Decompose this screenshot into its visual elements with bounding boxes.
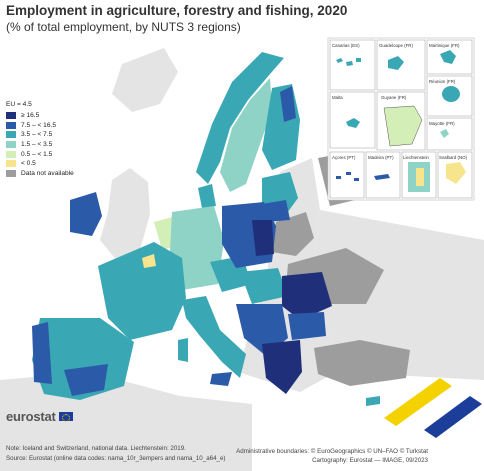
- inset-label-martinique: Martinique (FR): [429, 43, 460, 48]
- legend-item: Data not available: [6, 169, 74, 179]
- inset-guyane-territory: [383, 105, 423, 147]
- region-portugal: [32, 322, 52, 384]
- inset-label-guyane: Guyane (FR): [381, 95, 407, 100]
- legend-swatch: [6, 121, 16, 129]
- region-finland-north: [280, 86, 296, 122]
- legend-item: 3.5 – < 7.5: [6, 130, 74, 140]
- region-sardinia: [178, 338, 188, 362]
- region-france: [98, 242, 186, 340]
- inset-reunion-island: [442, 86, 460, 102]
- inset-label-madeira: Madeira (PT): [368, 155, 394, 160]
- inset-canarias-islands: [336, 58, 361, 66]
- legend-item: < 0.5: [6, 159, 74, 169]
- inset-label-svalbard: Svalbard (NO): [439, 155, 468, 160]
- legend-swatch: [6, 141, 16, 149]
- legend-label: Data not available: [21, 169, 74, 177]
- eurostat-logo: eurostat: [6, 409, 73, 424]
- legend-item: 7.5 – < 16.5: [6, 121, 74, 131]
- map-subtitle: (% of total employment, by NUTS 3 region…: [6, 20, 241, 34]
- inset-label-guadeloupe: Guadeloupe (FR): [379, 43, 413, 48]
- footnote-note: Note: Iceland and Switzerland, national …: [6, 445, 186, 452]
- region-italy: [182, 296, 246, 378]
- legend-label: < 0.5: [21, 160, 36, 168]
- legend-eu-value: EU = 4.5: [6, 101, 32, 108]
- inset-martinique-island: [440, 50, 456, 64]
- inset-label-mayotte: Mayotte (FR): [429, 121, 455, 126]
- region-ireland: [70, 192, 102, 236]
- credit-cartography: Cartography: Eurostat — IMAGE, 09/2023: [312, 457, 428, 464]
- region-sicily: [210, 372, 232, 386]
- legend-item: ≥ 16.5: [6, 111, 74, 121]
- region-norway: [196, 52, 284, 184]
- map-title: Employment in agriculture, forestry and …: [6, 3, 348, 18]
- inset-label-canarias: Canarias (ES): [332, 43, 360, 48]
- region-cyprus: [366, 396, 380, 406]
- inset-label-acores: Açores (PT): [332, 155, 356, 160]
- inset-panel: [327, 37, 475, 201]
- brand-name: eurostat: [6, 409, 56, 424]
- region-france-yellow: [142, 254, 156, 268]
- legend-label: 7.5 – < 16.5: [21, 121, 57, 129]
- region-romania: [282, 272, 332, 320]
- footnote-source: Source: Eurostat (online data codes: nam…: [6, 455, 226, 462]
- region-spain-south: [64, 364, 108, 396]
- region-denmark: [198, 184, 216, 208]
- region-greece: [262, 340, 302, 394]
- decorative-stripe-yellow: [384, 378, 452, 426]
- map-legend: EU = 4.5 ≥ 16.5 7.5 – < 16.5 3.5 – < 7.5…: [6, 101, 74, 178]
- inset-guadeloupe-island: [388, 56, 404, 70]
- inset-madeira-island: [374, 174, 390, 180]
- legend-swatch: [6, 150, 16, 158]
- inset-label-liechtenstein: Liechtenstein: [403, 155, 429, 160]
- region-germany: [170, 206, 224, 290]
- legend-swatch: [6, 160, 16, 168]
- legend-label: 3.5 – < 7.5: [21, 131, 53, 139]
- legend-label: 0.5 – < 1.5: [21, 150, 53, 158]
- land-greenland-iceland: [112, 48, 178, 112]
- region-bulgaria: [288, 312, 326, 340]
- inset-svalbard-islands: [446, 162, 466, 184]
- legend-label: 1.5 – < 3.5: [21, 141, 53, 149]
- region-iberia: [32, 318, 134, 400]
- inset-mayotte-island: [440, 129, 449, 138]
- region-sweden: [220, 78, 272, 192]
- land-east-2: [312, 210, 484, 380]
- inset-label-reunion: Réunion (FR): [429, 79, 456, 84]
- nodata-belarus: [272, 212, 314, 256]
- inset-label-malta: Malta: [332, 95, 343, 100]
- legend-label: ≥ 16.5: [21, 112, 40, 120]
- inset-liechtenstein-region: [416, 168, 424, 186]
- inset-acores-islands: [336, 172, 359, 181]
- legend-swatch: [6, 131, 16, 139]
- nodata-turkey: [314, 340, 410, 386]
- legend-item: 0.5 – < 1.5: [6, 149, 74, 159]
- inset-box-mayotte: [426, 117, 473, 151]
- region-poland-east: [252, 220, 274, 256]
- legend-swatch: [6, 169, 16, 177]
- region-hungary-slovakia: [240, 268, 288, 304]
- inset-malta-island: [346, 118, 360, 128]
- land-uk: [100, 168, 150, 262]
- legend-item: 1.5 – < 3.5: [6, 140, 74, 150]
- credit-boundaries: Administrative boundaries: © EuroGeograp…: [236, 448, 428, 455]
- decorative-stripe-blue: [424, 396, 482, 438]
- eu-flag-icon: [58, 412, 73, 422]
- legend-swatch: [6, 112, 16, 120]
